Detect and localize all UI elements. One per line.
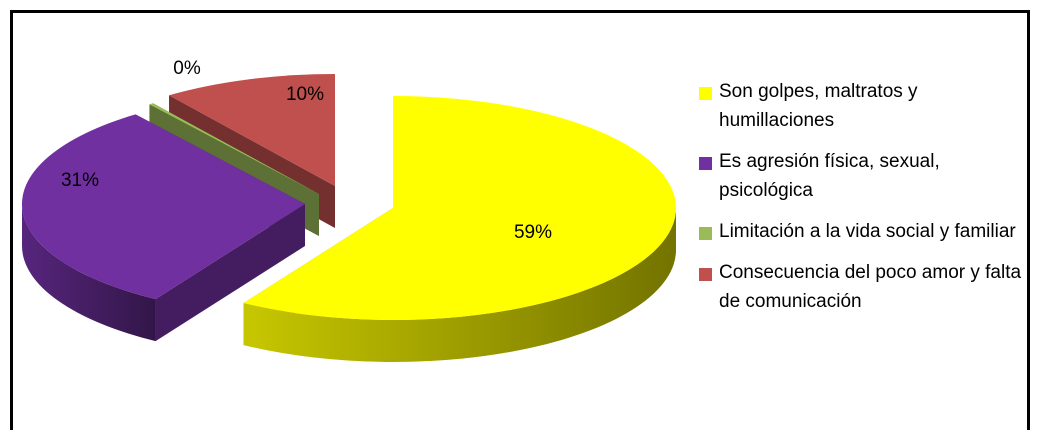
pie-slice-outer-wall bbox=[243, 208, 676, 363]
pie-slice-1 bbox=[243, 96, 676, 320]
pie-slice-4 bbox=[169, 74, 335, 186]
pie-slice-wall bbox=[155, 204, 305, 342]
legend-swatch-3 bbox=[699, 227, 712, 240]
legend: Son golpes, maltratos y humillaciones Es… bbox=[699, 77, 1029, 328]
pie-slice-3 bbox=[149, 103, 319, 194]
legend-item: Es agresión física, sexual, psicológica bbox=[699, 147, 1029, 205]
chart-frame: 59% 31% 0% 10% Son golpes, maltratos y humi… bbox=[10, 10, 1030, 430]
data-label-2: 31% bbox=[61, 170, 99, 191]
legend-label-4: Consecuencia del poco amor y falta de co… bbox=[719, 262, 1022, 312]
data-label-3: 0% bbox=[173, 58, 201, 79]
legend-label-1: Son golpes, maltratos y humillaciones bbox=[719, 81, 918, 131]
data-label-1: 59% bbox=[514, 222, 552, 243]
data-label-4: 10% bbox=[286, 84, 324, 105]
legend-label-3: Limitación a la vida social y familiar bbox=[719, 221, 1016, 242]
legend-item: Son golpes, maltratos y humillaciones bbox=[699, 77, 1029, 135]
pie-slice-outer-wall bbox=[22, 204, 156, 342]
legend-item: Consecuencia del poco amor y falta de co… bbox=[699, 258, 1029, 316]
legend-swatch-4 bbox=[699, 268, 712, 281]
legend-swatch-1 bbox=[699, 87, 712, 100]
legend-item: Limitación a la vida social y familiar bbox=[699, 217, 1029, 246]
pie-chart: 59% 31% 0% 10% bbox=[21, 58, 676, 363]
legend-label-2: Es agresión física, sexual, psicológica bbox=[719, 151, 940, 201]
legend-swatch-2 bbox=[699, 157, 712, 170]
pie-slice-2 bbox=[21, 114, 305, 300]
